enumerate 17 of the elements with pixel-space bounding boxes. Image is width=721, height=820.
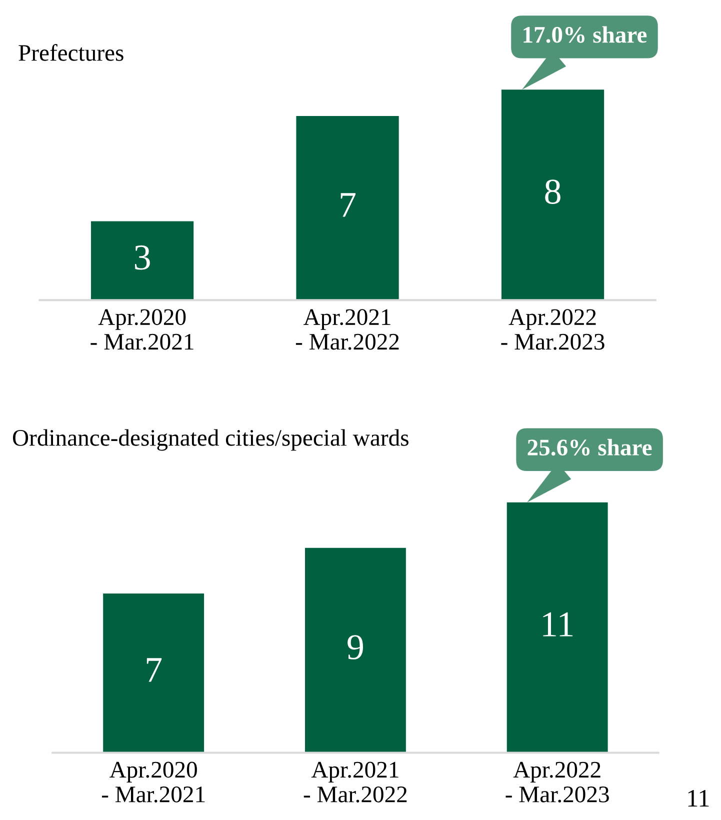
data-label: 7 <box>340 193 356 217</box>
data-label: 9 <box>348 635 363 660</box>
chart-title: Prefectures <box>18 44 124 61</box>
x-tick-label: Apr.2021 - Mar.2022 <box>296 309 399 350</box>
x-tick-label: Apr.2022 - Mar.2023 <box>501 309 604 350</box>
x-tick-label: Apr.2020 - Mar.2021 <box>102 762 205 802</box>
data-label: 3 <box>134 245 150 270</box>
text: 11 <box>688 790 709 806</box>
x-tick-label: Apr.2020 - Mar.2021 <box>90 309 194 350</box>
annotation: 25.6% share <box>528 438 652 456</box>
annotation: 17.0% share <box>524 26 647 43</box>
data-label: 11 <box>543 612 573 636</box>
x-tick-label: Apr.2022 - Mar.2023 <box>506 762 609 802</box>
data-label: 8 <box>545 180 560 204</box>
chart-title: Ordinance-designated cities/special wards <box>12 429 408 451</box>
data-label: 7 <box>146 658 162 682</box>
x-tick-label: Apr.2021 - Mar.2022 <box>304 762 407 802</box>
